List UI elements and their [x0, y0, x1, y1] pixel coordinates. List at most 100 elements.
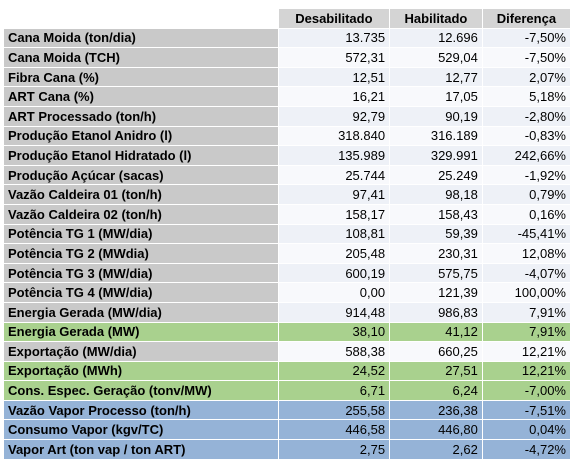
table-row: Vazão Caldeira 01 (ton/h) 97,41 98,18 0,79%: [3, 184, 572, 205]
value-cell: 6,71: [277, 380, 391, 401]
value-cell: 914,48: [277, 301, 391, 323]
row-label: Fibra Cana (%): [3, 66, 279, 88]
value-cell: 108,81: [277, 223, 391, 245]
row-label: Cons. Espec. Geração (tonv/MW): [3, 380, 279, 401]
table-row: Cana Moida (TCH) 572,31 529,04 -7,50%: [3, 47, 572, 68]
table-row: Produção Açúcar (sacas) 25.744 25.249 -1,92…: [3, 164, 572, 186]
value-cell: -2,80%: [481, 105, 572, 127]
value-cell: 25.249: [389, 164, 483, 186]
value-cell: 38,10: [277, 321, 391, 343]
table-row: Potência TG 3 (MW/dia) 600,19 575,75 -4,07%: [3, 262, 572, 284]
row-label: Cana Moida (TCH): [3, 47, 279, 68]
table-body: Cana Moida (ton/dia) 13.735 12.696 -7,50% Ca…: [3, 27, 572, 460]
value-cell: 6,24: [389, 380, 483, 401]
row-label: Energia Gerada (MW/dia): [3, 301, 279, 323]
value-cell: 5,18%: [481, 86, 572, 107]
value-cell: 0,16%: [481, 203, 572, 225]
value-cell: 446,80: [389, 419, 483, 441]
row-label: Produção Açúcar (sacas): [3, 164, 279, 186]
value-cell: 12,21%: [481, 341, 572, 362]
value-cell: 0,79%: [481, 184, 572, 205]
value-cell: 660,25: [389, 341, 483, 362]
value-cell: -7,50%: [481, 27, 572, 49]
table-row: Vapor Art (ton vap / ton ART) 2,75 2,62 -4,…: [3, 439, 572, 460]
value-cell: 16,21: [277, 86, 391, 107]
value-cell: 329.991: [389, 145, 483, 166]
value-cell: 12,21%: [481, 360, 572, 382]
table-row: Exportação (MW/dia) 588,38 660,25 12,21%: [3, 341, 572, 362]
table-row: Produção Etanol Anidro (l) 318.840 316.189…: [3, 125, 572, 147]
value-cell: 158,17: [277, 203, 391, 225]
value-cell: 529,04: [389, 47, 483, 68]
value-cell: 242,66%: [481, 145, 572, 166]
value-cell: -4,07%: [481, 262, 572, 284]
value-cell: 12,77: [389, 66, 483, 88]
corner-cell: [3, 8, 279, 29]
table-row: ART Cana (%) 16,21 17,05 5,18%: [3, 86, 572, 107]
row-label: Energia Gerada (MW): [3, 321, 279, 343]
table-row: Energia Gerada (MW) 38,10 41,12 7,91%: [3, 321, 572, 343]
value-cell: 59,39: [389, 223, 483, 245]
value-cell: -45,41%: [481, 223, 572, 245]
row-label: Exportação (MWh): [3, 360, 279, 382]
value-cell: 230,31: [389, 243, 483, 264]
row-label: ART Cana (%): [3, 86, 279, 107]
row-label: Vazão Vapor Processo (ton/h): [3, 399, 279, 421]
value-cell: 446,58: [277, 419, 391, 441]
value-cell: 7,91%: [481, 321, 572, 343]
value-cell: -4,72%: [481, 439, 572, 460]
value-cell: 98,18: [389, 184, 483, 205]
row-label: Potência TG 2 (MWdia): [3, 243, 279, 264]
column-header: Habilitado: [389, 8, 483, 29]
table-row: Fibra Cana (%) 12,51 12,77 2,07%: [3, 66, 572, 88]
header-row: Desabilitado Habilitado Diferença: [3, 8, 572, 29]
value-cell: -7,50%: [481, 47, 572, 68]
column-header: Desabilitado: [277, 8, 391, 29]
value-cell: 2,75: [277, 439, 391, 460]
row-label: ART Processado (ton/h): [3, 105, 279, 127]
value-cell: 2,07%: [481, 66, 572, 88]
row-label: Produção Etanol Anidro (l): [3, 125, 279, 147]
table-row: Vazão Vapor Processo (ton/h) 255,58 236,38…: [3, 399, 572, 421]
table-row: Potência TG 1 (MW/dia) 108,81 59,39 -45,41%: [3, 223, 572, 245]
value-cell: 13.735: [277, 27, 391, 49]
value-cell: 0,04%: [481, 419, 572, 441]
row-label: Vapor Art (ton vap / ton ART): [3, 439, 279, 460]
value-cell: 205,48: [277, 243, 391, 264]
value-cell: 255,58: [277, 399, 391, 421]
value-cell: 158,43: [389, 203, 483, 225]
value-cell: 17,05: [389, 86, 483, 107]
value-cell: -7,51%: [481, 399, 572, 421]
value-cell: 588,38: [277, 341, 391, 362]
value-cell: 24,52: [277, 360, 391, 382]
row-label: Potência TG 1 (MW/dia): [3, 223, 279, 245]
table-row: ART Processado (ton/h) 92,79 90,19 -2,80%: [3, 105, 572, 127]
row-label: Cana Moida (ton/dia): [3, 27, 279, 49]
row-label: Produção Etanol Hidratado (l): [3, 145, 279, 166]
value-cell: 2,62: [389, 439, 483, 460]
value-cell: 12.696: [389, 27, 483, 49]
value-cell: 135.989: [277, 145, 391, 166]
column-header: Diferença: [481, 8, 572, 29]
value-cell: 316.189: [389, 125, 483, 147]
value-cell: 27,51: [389, 360, 483, 382]
value-cell: 572,31: [277, 47, 391, 68]
row-label: Potência TG 4 (MW/dia): [3, 282, 279, 303]
row-label: Vazão Caldeira 01 (ton/h): [3, 184, 279, 205]
row-label: Potência TG 3 (MW/dia): [3, 262, 279, 284]
value-cell: 121,39: [389, 282, 483, 303]
data-table: Desabilitado Habilitado Diferença Cana M…: [3, 8, 572, 460]
value-cell: 41,12: [389, 321, 483, 343]
value-cell: 90,19: [389, 105, 483, 127]
value-cell: 25.744: [277, 164, 391, 186]
table-row: Vazão Caldeira 02 (ton/h) 158,17 158,43 0,1…: [3, 203, 572, 225]
value-cell: 318.840: [277, 125, 391, 147]
value-cell: -1,92%: [481, 164, 572, 186]
value-cell: 92,79: [277, 105, 391, 127]
value-cell: 0,00: [277, 282, 391, 303]
value-cell: 7,91%: [481, 301, 572, 323]
value-cell: -7,00%: [481, 380, 572, 401]
table-row: Potência TG 2 (MWdia) 205,48 230,31 12,08%: [3, 243, 572, 264]
table-row: Exportação (MWh) 24,52 27,51 12,21%: [3, 360, 572, 382]
